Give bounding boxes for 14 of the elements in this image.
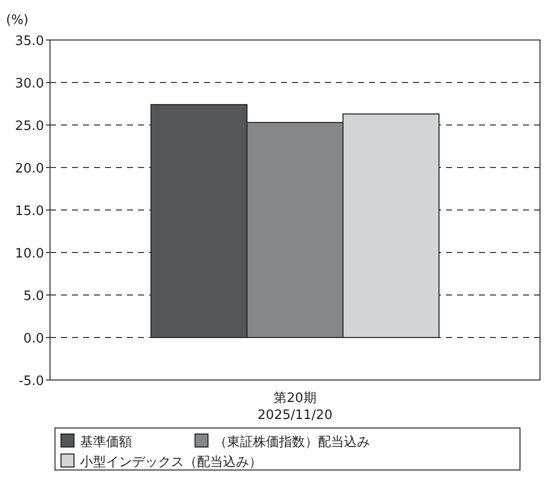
y-tick-label: 5.0	[23, 289, 44, 304]
y-tick-label: 10.0	[15, 246, 44, 262]
y-tick-label: 0.0	[23, 332, 44, 346]
y-tick-label: 30.0	[15, 76, 44, 92]
legend-label: 小型インデックス（配当込み）	[80, 455, 262, 470]
y-tick-label: 20.0	[15, 162, 44, 176]
y-tick-label: 15.0	[15, 204, 44, 219]
y-tick-label: 35.0	[15, 34, 44, 49]
x-tick-label: 第20期 2025/11/20	[258, 391, 332, 423]
legend-label: （東証株価指数）配当込み	[214, 435, 370, 450]
y-axis-title: (%)	[6, 13, 28, 28]
legend-label: 基準価額	[80, 435, 132, 450]
y-tick-label: -5.0	[18, 374, 44, 389]
y-tick-label: 25.0	[15, 119, 44, 134]
